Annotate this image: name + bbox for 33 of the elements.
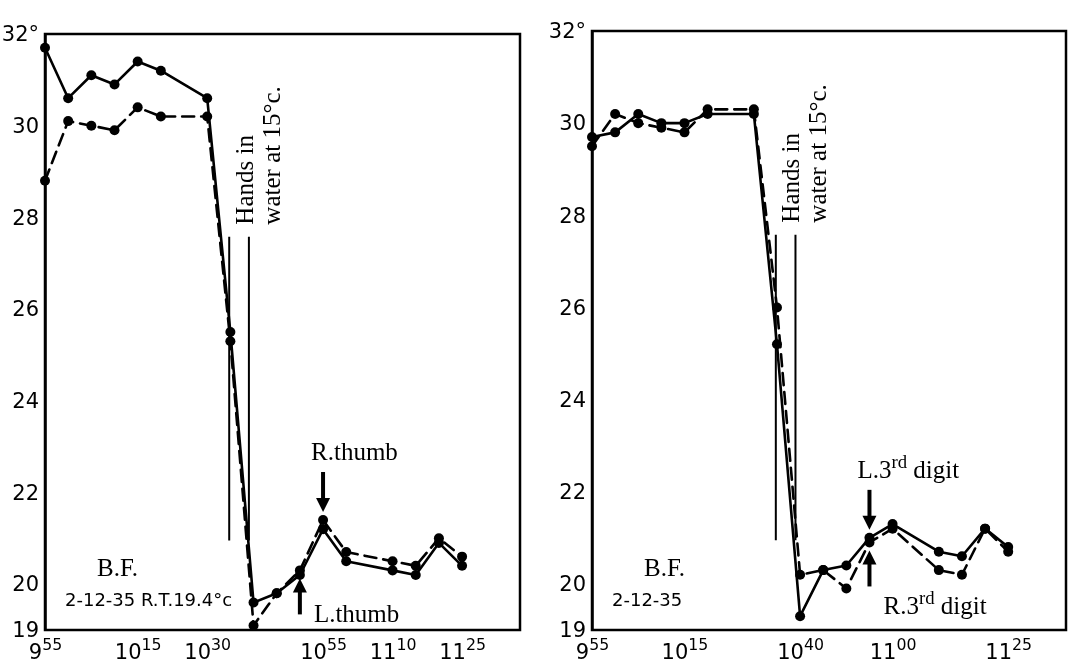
annotation: R.thumb bbox=[311, 437, 398, 465]
x-tick-label: 10$^{40}$ bbox=[777, 634, 824, 664]
y-tick-label: 22 bbox=[559, 479, 586, 504]
x-tick-label: 11$^{25}$ bbox=[985, 634, 1033, 664]
annotation: 2-12-35 bbox=[612, 589, 683, 611]
y-tick-label: 30 bbox=[12, 113, 39, 138]
annotation: Hands in water at 15°c. bbox=[777, 84, 832, 223]
annotation: 2-12-35 R.T.19.4°c bbox=[65, 589, 233, 611]
y-tick-label: 30 bbox=[559, 111, 586, 136]
x-tick-label: 10$^{30}$ bbox=[184, 634, 232, 664]
annotation: Hands in water at 15°c. bbox=[230, 86, 285, 225]
y-tick-label: 22 bbox=[12, 480, 39, 505]
y-tick-label: 20 bbox=[559, 572, 586, 597]
y-tick-label: 26 bbox=[559, 295, 586, 320]
x-tick-label: 10$^{15}$ bbox=[114, 634, 162, 664]
y-tick-label: 24 bbox=[12, 388, 39, 413]
y-tick-label: 24 bbox=[559, 387, 586, 412]
annotation: R.3$^{rd}$ digit bbox=[883, 586, 987, 620]
y-tick-label: 32° bbox=[1, 22, 39, 47]
y-tick-label: 28 bbox=[12, 205, 39, 230]
y-tick-label: 20 bbox=[12, 572, 39, 597]
annotation: B.F. bbox=[644, 554, 686, 582]
x-tick-label: 11$^{10}$ bbox=[369, 634, 417, 664]
y-tick-label: 32° bbox=[548, 19, 586, 44]
x-tick-label: 10$^{55}$ bbox=[300, 634, 347, 664]
x-tick-label: 11$^{00}$ bbox=[869, 634, 917, 664]
x-tick-label: 11$^{25}$ bbox=[439, 634, 486, 664]
x-tick-label: 10$^{15}$ bbox=[661, 634, 709, 664]
annotation: L.thumb bbox=[313, 600, 400, 627]
annotation: L.3$^{rd}$ digit bbox=[857, 450, 960, 483]
y-tick-label: 28 bbox=[559, 203, 586, 228]
y-tick-label: 26 bbox=[12, 297, 39, 322]
annotation: B.F. bbox=[97, 554, 139, 582]
